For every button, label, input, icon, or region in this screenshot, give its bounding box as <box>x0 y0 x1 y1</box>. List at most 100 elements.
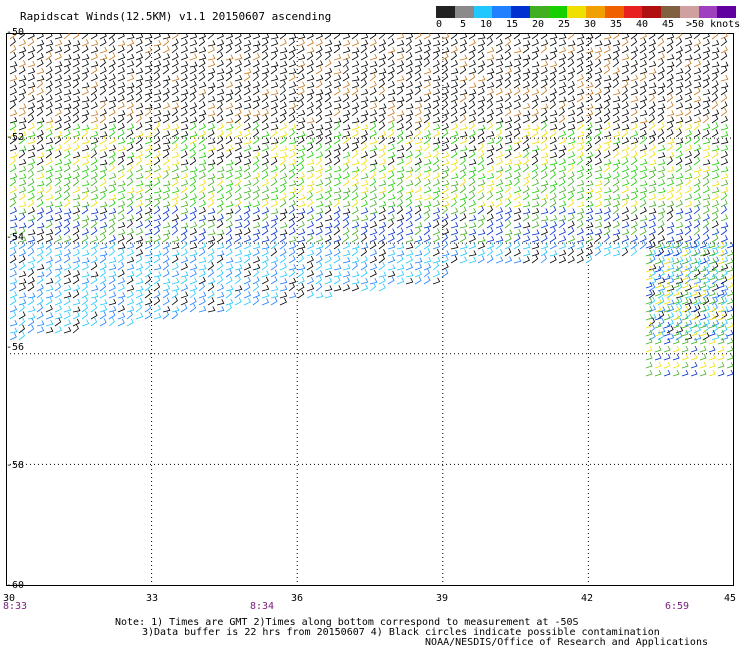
wind-barb <box>639 122 647 131</box>
wind-barb <box>225 109 234 117</box>
wind-barb <box>27 74 35 82</box>
wind-barb <box>717 273 725 281</box>
wind-barb <box>360 66 368 75</box>
wind-barb <box>90 296 98 306</box>
wind-barb <box>216 219 224 229</box>
wind-barb <box>486 114 494 124</box>
wind-barb <box>603 82 612 89</box>
wind-barb <box>153 102 162 110</box>
wind-barb <box>711 122 719 131</box>
wind-barb <box>504 219 512 229</box>
wind-barb <box>90 171 98 180</box>
wind-barb <box>9 61 18 68</box>
wind-barb <box>702 194 711 201</box>
wind-barb <box>333 144 341 152</box>
wind-barb <box>180 271 189 278</box>
wind-barb <box>279 114 287 124</box>
wind-barb <box>672 321 680 329</box>
wind-barb <box>693 101 701 110</box>
wind-barb <box>720 191 728 201</box>
wind-barb <box>423 67 432 75</box>
wind-barb <box>252 206 260 215</box>
wind-barb <box>90 164 98 173</box>
wind-barb <box>234 289 242 299</box>
wind-barb <box>441 33 450 40</box>
wind-barb <box>708 369 716 377</box>
wind-barb <box>369 144 378 152</box>
wind-barb <box>360 115 368 124</box>
wind-barb <box>27 282 35 292</box>
wind-barb <box>81 249 90 257</box>
wind-barb <box>708 281 716 289</box>
wind-barb <box>207 33 214 40</box>
wind-barb <box>54 61 63 68</box>
wind-barb <box>558 46 567 54</box>
wind-barb <box>9 291 18 299</box>
wind-barb <box>342 135 350 145</box>
wind-barb <box>252 95 261 103</box>
wind-barb <box>108 247 115 257</box>
wind-barb <box>603 86 611 96</box>
wind-barb <box>621 60 630 68</box>
wind-barb <box>630 116 639 124</box>
wind-barb <box>18 33 25 40</box>
wind-barb <box>99 54 108 61</box>
wind-barb <box>9 296 17 306</box>
wind-barb <box>117 110 126 117</box>
wind-barb <box>414 46 423 54</box>
wind-barb <box>594 165 603 173</box>
wind-barb <box>684 193 693 201</box>
wind-barb <box>288 60 297 68</box>
wind-barb <box>441 200 450 208</box>
wind-barb <box>324 164 332 173</box>
wind-barb <box>657 96 666 103</box>
wind-barb <box>198 233 206 243</box>
wind-barb <box>693 184 701 194</box>
wind-barb <box>162 53 171 61</box>
wind-barb <box>288 138 297 145</box>
wind-barb <box>180 116 189 124</box>
wind-barb <box>153 275 161 285</box>
wind-barb <box>153 264 162 271</box>
wind-barb <box>198 228 207 236</box>
wind-barb <box>270 276 278 285</box>
wind-barb <box>99 86 107 96</box>
wind-barb <box>288 88 297 96</box>
wind-barb <box>459 193 468 201</box>
wind-barb <box>324 234 332 243</box>
wind-barb <box>693 240 701 250</box>
wind-barb <box>189 149 197 159</box>
wind-barb <box>639 86 647 96</box>
wind-barb <box>630 33 638 40</box>
wind-barb <box>81 271 90 278</box>
wind-barb <box>261 199 269 208</box>
wind-barb <box>342 58 349 68</box>
wind-barb <box>27 247 35 257</box>
wind-barb <box>288 107 296 117</box>
wind-barb <box>81 67 90 75</box>
wind-barb <box>189 61 198 68</box>
wind-barb <box>18 135 26 145</box>
wind-barb <box>549 221 558 229</box>
wind-barb <box>225 94 233 103</box>
wind-barb <box>189 73 197 82</box>
wind-barb <box>54 221 63 229</box>
wind-barb <box>171 205 179 215</box>
wind-barb <box>717 265 725 273</box>
wind-barb <box>306 214 315 222</box>
wind-barb <box>567 158 576 166</box>
wind-barb <box>711 206 719 215</box>
wind-barb <box>387 194 396 201</box>
wind-barb <box>639 192 647 201</box>
wind-barb <box>585 66 593 75</box>
wind-barb <box>135 199 143 208</box>
wind-barb <box>261 144 270 152</box>
wind-barb <box>378 186 387 194</box>
wind-barb <box>270 89 279 96</box>
wind-barb <box>333 235 342 243</box>
wind-barb <box>450 255 458 264</box>
wind-barb <box>36 107 44 117</box>
wind-barb <box>414 171 422 180</box>
wind-barb <box>198 72 206 82</box>
wind-barb <box>663 329 671 337</box>
